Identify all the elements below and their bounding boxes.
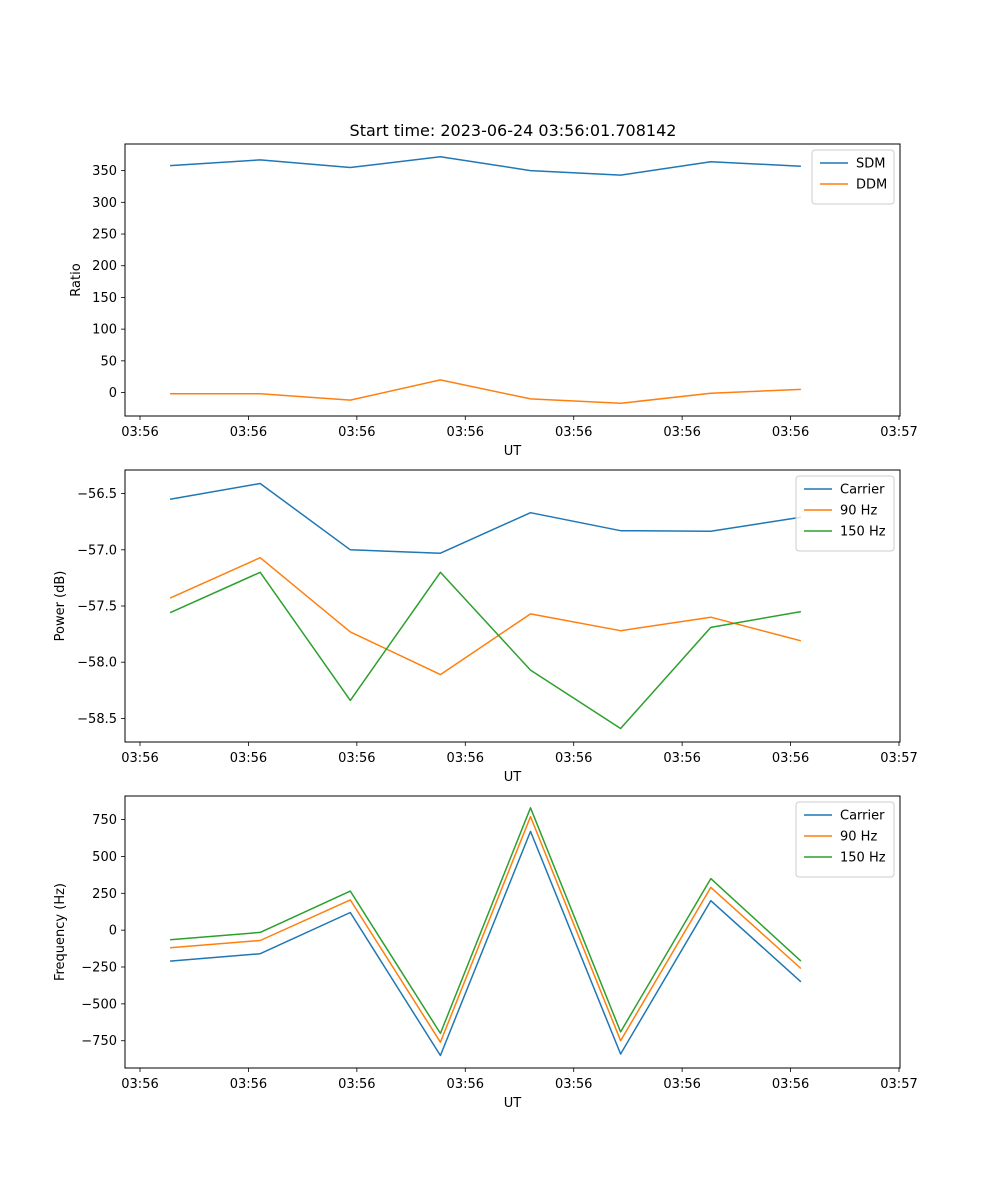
x-tick-label: 03:56 (338, 751, 375, 766)
y-tick-label: 100 (92, 323, 117, 338)
y-tick-label: −750 (81, 1034, 117, 1049)
legend-label: 90 Hz (840, 504, 877, 519)
subplot-2: −56.5 −57.0 −57.5 −58.0 −58.5 03:56 03:56 03:56… (53, 469, 918, 785)
axes-frame (124, 795, 901, 1069)
x-tick-label: 03:56 (772, 1077, 809, 1092)
x-tick-label: 03:56 (230, 751, 267, 766)
series-line-90-hz (170, 815, 802, 1043)
legend-label: 90 Hz (840, 830, 877, 845)
series-line-carrier (169, 482, 802, 554)
y-tick-label: −500 (81, 997, 117, 1012)
y-tick-label: −57.0 (77, 543, 117, 558)
x-tick-label: 03:56 (663, 425, 700, 440)
x-axis-label: UT (504, 770, 522, 785)
y-tick-label: −57.5 (77, 600, 117, 615)
y-tick-label: −58.5 (77, 712, 117, 727)
subplot-1: 0 50 100 150 200 250 300 350 03:56 03:56 03:56 03:5… (69, 143, 918, 459)
y-tick-label: 0 (109, 386, 117, 401)
legend-box (795, 801, 895, 878)
y-tick-label: 350 (92, 164, 117, 179)
subplot-3: 750 500 250 0 −250 −500 −750 03:56 03:56 03:56 03:… (53, 795, 918, 1111)
y-tick-label: −250 (81, 961, 117, 976)
x-tick-label: 03:56 (338, 1077, 375, 1092)
x-tick-label: 03:56 (121, 751, 158, 766)
x-tick-label: 03:56 (121, 1077, 158, 1092)
subplots-group: 0 50 100 150 200 250 300 350 03:56 03:56 03:56 03:5… (53, 143, 918, 1111)
legend-box (795, 475, 895, 552)
x-tick-label: 03:57 (880, 751, 917, 766)
y-tick-label: 300 (92, 196, 117, 211)
axes-frame (124, 143, 901, 417)
x-axis-label: UT (504, 444, 522, 459)
x-tick-label: 03:56 (555, 751, 592, 766)
chart-title: Start time: 2023-06-24 03:56:01.708142 (350, 121, 677, 140)
x-tick-label: 03:56 (447, 751, 484, 766)
series-line-150-hz (169, 571, 802, 730)
series-line-150-hz (170, 807, 802, 1035)
y-tick-label: 250 (92, 887, 117, 902)
x-tick-label: 03:56 (663, 1077, 700, 1092)
x-tick-label: 03:56 (230, 425, 267, 440)
x-tick-label: 03:56 (230, 1077, 267, 1092)
y-tick-label: 250 (92, 228, 117, 243)
y-tick-label: −58.0 (77, 656, 117, 671)
legend-label: SDM (856, 157, 885, 172)
y-tick-label: 200 (92, 259, 117, 274)
x-tick-label: 03:56 (772, 751, 809, 766)
series-line-carrier (170, 830, 802, 1057)
legend-label: Carrier (840, 809, 885, 824)
legend-label: DDM (856, 178, 887, 193)
x-tick-label: 03:56 (555, 425, 592, 440)
x-tick-label: 03:56 (338, 425, 375, 440)
y-axis-label: Frequency (Hz) (53, 883, 68, 981)
x-tick-label: 03:56 (447, 425, 484, 440)
x-tick-label: 03:57 (880, 1077, 917, 1092)
legend-label: Carrier (840, 483, 885, 498)
y-tick-label: 50 (100, 354, 117, 369)
axes-frame (124, 469, 901, 743)
series-line-90-hz (169, 556, 802, 676)
x-tick-label: 03:56 (772, 425, 809, 440)
y-tick-label: 750 (92, 813, 117, 828)
series-line-sdm (170, 155, 801, 176)
y-axis-label: Power (dB) (53, 571, 68, 642)
legend: Carrier 90 Hz 150 Hz (795, 801, 895, 878)
legend: SDM DDM (811, 149, 895, 205)
x-tick-label: 03:57 (880, 425, 917, 440)
y-tick-label: 500 (92, 850, 117, 865)
x-tick-label: 03:56 (447, 1077, 484, 1092)
y-tick-label: 0 (109, 924, 117, 939)
x-tick-label: 03:56 (121, 425, 158, 440)
x-axis-label: UT (504, 1096, 522, 1111)
legend-label: 150 Hz (840, 525, 886, 540)
y-tick-label: 150 (92, 291, 117, 306)
legend: Carrier 90 Hz 150 Hz (795, 475, 895, 552)
y-tick-label: −56.5 (77, 487, 117, 502)
x-tick-label: 03:56 (663, 751, 700, 766)
x-tick-label: 03:56 (555, 1077, 592, 1092)
series-line-ddm (170, 379, 801, 405)
legend-label: 150 Hz (840, 851, 886, 866)
y-axis-label: Ratio (69, 263, 84, 296)
